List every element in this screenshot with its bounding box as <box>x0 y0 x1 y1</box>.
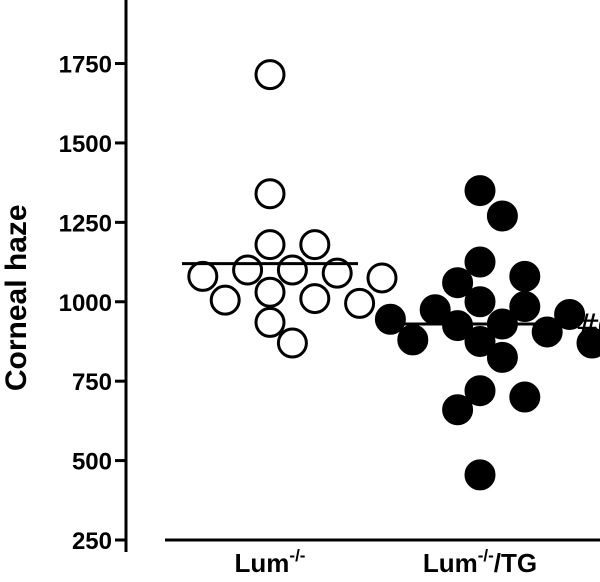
filled-data-point <box>374 303 406 335</box>
filled-data-point <box>486 200 518 232</box>
open-data-point <box>254 276 286 308</box>
y-tick-label: 1750 <box>59 52 112 79</box>
y-axis-title: Corneal haze <box>0 204 33 391</box>
category-labels: Lum-/- Lum-/-/TG <box>235 546 538 578</box>
filled-data-point <box>464 286 496 318</box>
open-data-point <box>187 260 219 292</box>
y-tick-label: 1500 <box>59 131 112 158</box>
open-data-point <box>321 257 353 289</box>
open-data-point <box>276 254 308 286</box>
open-data-point <box>366 262 398 294</box>
y-tick-label: 750 <box>72 369 112 396</box>
filled-data-point <box>442 394 474 426</box>
open-data-point <box>344 287 376 319</box>
filled-data-point <box>464 459 496 491</box>
open-data-point <box>299 229 331 261</box>
y-tick-label: 1250 <box>59 210 112 237</box>
filled-data-point <box>397 324 429 356</box>
filled-data-point <box>464 175 496 207</box>
significance-annotation: # <box>575 308 600 343</box>
filled-data-point <box>509 260 541 292</box>
y-tick-label: 500 <box>72 449 112 476</box>
category-label: Lum-/-/TG <box>423 546 537 578</box>
open-data-point <box>254 178 286 210</box>
filled-data-point <box>442 267 474 299</box>
filled-data-point <box>486 341 518 373</box>
open-data-point <box>254 229 286 261</box>
filled-data-point <box>442 310 474 342</box>
filled-data-point <box>531 316 563 348</box>
filled-data-point <box>464 325 496 357</box>
data-points: # <box>182 59 600 491</box>
open-data-point <box>276 327 308 359</box>
open-data-point <box>299 283 331 315</box>
filled-data-point <box>509 381 541 413</box>
y-tick-label: 250 <box>72 528 112 555</box>
filled-data-point <box>576 327 600 359</box>
open-data-point <box>232 254 264 286</box>
open-data-point <box>209 284 241 316</box>
filled-data-point <box>509 291 541 323</box>
filled-data-point <box>554 298 586 330</box>
filled-data-point <box>464 375 496 407</box>
category-label: Lum-/- <box>235 546 306 578</box>
y-tick-label: 1000 <box>59 290 112 317</box>
open-data-point <box>254 59 286 91</box>
filled-data-point <box>464 246 496 278</box>
y-axis: 250 500 750 1000 1250 1500 1750 <box>59 0 128 555</box>
open-data-point <box>254 306 286 338</box>
